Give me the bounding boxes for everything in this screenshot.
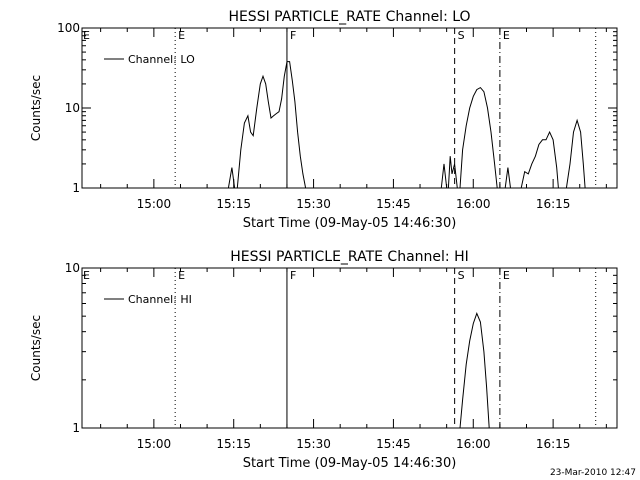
x-tick-label: 15:15 <box>216 437 251 451</box>
series-line-segment <box>447 156 458 189</box>
series-line-segment <box>565 118 586 189</box>
chart-title: HESSI PARTICLE_RATE Channel: HI <box>230 249 468 265</box>
event-marker-label: F <box>290 29 296 42</box>
event-marker-label: E <box>178 269 185 282</box>
x-axis-label: Start Time (09-May-05 14:46:30) <box>243 216 457 231</box>
series-line-segment <box>236 61 307 189</box>
event-marker-label: E <box>503 29 510 42</box>
event-marker-label: F <box>290 269 296 282</box>
y-axis-label: Counts/sec <box>29 75 43 141</box>
panel-hi-channel: HESSI PARTICLE_RATE Channel: HI Start Tim… <box>29 249 618 471</box>
series-line-segment <box>459 311 490 429</box>
event-marker-label: E <box>503 269 510 282</box>
x-tick-label: 15:00 <box>137 197 172 211</box>
y-tick-label: 100 <box>57 21 80 35</box>
chart-title: HESSI PARTICLE_RATE Channel: LO <box>228 9 470 25</box>
x-tick-label: 16:00 <box>456 197 491 211</box>
event-marker-label: S <box>458 269 465 282</box>
y-tick-label: 10 <box>65 261 80 275</box>
x-tick-label: 16:15 <box>536 197 571 211</box>
y-tick-label: 1 <box>72 181 80 195</box>
y-tick-label: 10 <box>65 101 80 115</box>
legend-label: Channel: HI <box>128 293 192 306</box>
event-marker-label: E <box>83 29 90 42</box>
x-tick-label: 15:15 <box>216 197 251 211</box>
event-marker-label: S <box>458 29 465 42</box>
x-tick-label: 15:45 <box>376 197 411 211</box>
x-tick-label: 15:45 <box>376 437 411 451</box>
x-tick-label: 15:30 <box>296 437 331 451</box>
x-tick-label: 16:00 <box>456 437 491 451</box>
series-line-segment <box>440 163 448 189</box>
y-axis-label: Counts/sec <box>29 315 43 381</box>
x-axis-label: Start Time (09-May-05 14:46:30) <box>243 456 457 471</box>
panel-lo-channel: HESSI PARTICLE_RATE Channel: LO Start Tim… <box>29 9 618 231</box>
event-marker-label: E <box>178 29 185 42</box>
x-tick-label: 16:15 <box>536 437 571 451</box>
footer-timestamp: 23-Mar-2010 12:47 <box>550 468 636 478</box>
series-line-segment <box>227 167 236 189</box>
x-tick-label: 15:00 <box>137 437 172 451</box>
legend-label: Channel: LO <box>128 53 195 66</box>
plot-frame <box>81 27 618 189</box>
y-tick-label: 1 <box>72 421 80 435</box>
event-marker-label: E <box>83 269 90 282</box>
plot-frame <box>81 267 618 429</box>
series-line-segment <box>459 86 498 189</box>
series-line-segment <box>520 130 559 189</box>
series-line-segment <box>504 167 511 189</box>
x-tick-label: 15:30 <box>296 197 331 211</box>
